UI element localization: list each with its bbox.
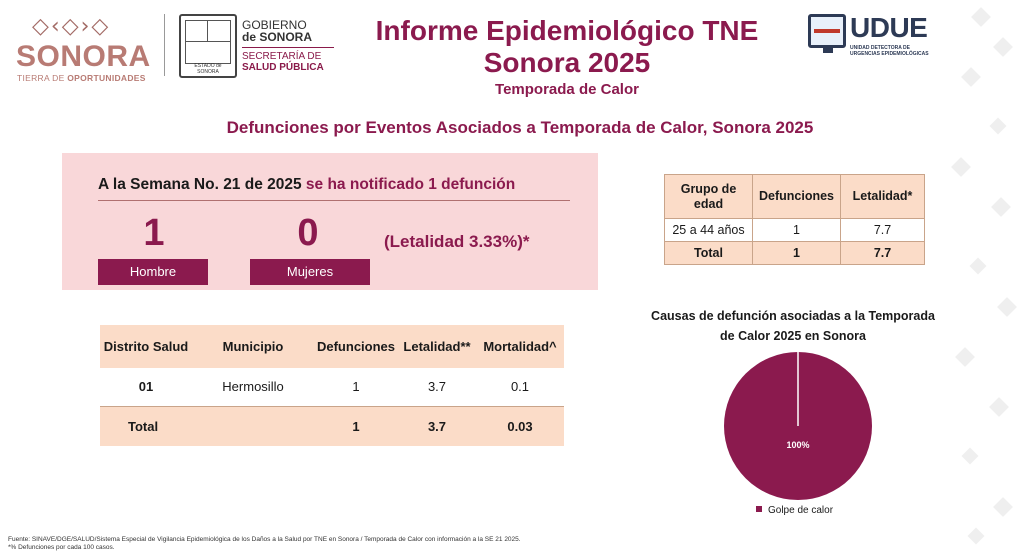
- shield-caption: ESTADO de SONORA: [194, 63, 222, 75]
- age-table-header: Grupo de edad: [664, 174, 753, 219]
- monitor-icon: [808, 14, 846, 53]
- total-deaths: 1: [314, 406, 398, 446]
- pie-legend: Golpe de calor: [756, 505, 833, 516]
- total-label: Total: [664, 241, 753, 265]
- district-cell: 01: [100, 368, 192, 407]
- total-deaths: 1: [751, 241, 842, 265]
- female-count: 0: [297, 212, 319, 254]
- sonora-logo-tagline: TIERRA DE OPORTUNIDADES: [17, 73, 146, 83]
- page-subtitle: Temporada de Calor: [495, 81, 639, 98]
- table-total-row: Total 1 7.7: [664, 241, 926, 265]
- table-row: 01 Hermosillo 1 3.7 0.1: [100, 368, 564, 407]
- district-table-header: Distrito Salud: [100, 325, 192, 368]
- lethality-cell: 3.7: [398, 368, 476, 407]
- district-table-header: Letalidad**: [398, 325, 476, 368]
- udue-logo-word: UDUE: [850, 12, 928, 43]
- legend-label: Golpe de calor: [768, 505, 834, 516]
- gov-line2: de SONORA: [242, 30, 313, 44]
- age-table-header: Letalidad*: [840, 174, 926, 219]
- total-lethality: 3.7: [398, 406, 476, 446]
- age-group-table: Grupo de edad Defunciones Letalidad* 25 …: [664, 174, 926, 265]
- decorative-pattern: [934, 0, 1024, 553]
- section-title: Defunciones por Eventos Asociados a Temp…: [226, 118, 814, 137]
- source-note: Fuente: SINAVE/DGE/SALUD/Sistema Especia…: [8, 536, 521, 552]
- male-label: Hombre: [98, 259, 208, 285]
- summary-headline: A la Semana No. 21 de 2025 se ha notific…: [98, 176, 516, 193]
- page-title-line1: Informe Epidemiológico TNE: [375, 15, 759, 46]
- letalidad-summary: (Letalidad 3.33%)*: [384, 232, 530, 251]
- sonora-logo-glyphs: ◇‹◇›◇: [32, 14, 111, 39]
- district-table-header: Municipio: [192, 325, 314, 368]
- district-table-header: Defunciones: [314, 325, 398, 368]
- source-line1: Fuente: SINAVE/DGE/SALUD/Sistema Especia…: [8, 536, 521, 543]
- udue-logo-sub1: UNIDAD DETECTORA DE: [850, 45, 911, 51]
- municipality-cell: Hermosillo: [192, 368, 314, 407]
- summary-rule: [98, 200, 570, 201]
- table-total-row: Total 1 3.7 0.03: [100, 406, 564, 446]
- table-row: 25 a 44 años 1 7.7: [664, 218, 926, 242]
- district-table: Distrito Salud Municipio Defunciones Let…: [100, 325, 564, 446]
- mortality-cell: 0.1: [476, 368, 564, 407]
- age-group-cell: 25 a 44 años: [664, 218, 753, 242]
- pie-data-label: 100%: [786, 440, 809, 450]
- sonora-logo-word: SONORA: [16, 40, 151, 73]
- udue-logo: UDUE UNIDAD DETECTORA DE URGENCIAS EPIDE…: [806, 12, 938, 58]
- deaths-cell: 1: [751, 218, 842, 242]
- page-title-line2: Sonora 2025: [483, 47, 651, 78]
- pie-chart: 100%: [724, 352, 872, 500]
- lethality-cell: 7.7: [840, 218, 926, 242]
- summary-box: A la Semana No. 21 de 2025 se ha notific…: [62, 153, 598, 290]
- female-label: Mujeres: [250, 259, 370, 285]
- deaths-cell: 1: [314, 368, 398, 407]
- header-divider: [164, 14, 165, 76]
- gov-line3: SECRETARÍA DE: [242, 51, 322, 62]
- source-line2: *% Defunciones por cada 100 casos.: [8, 544, 115, 551]
- total-label: Total: [100, 406, 192, 446]
- male-count: 1: [143, 212, 165, 254]
- legend-swatch: [756, 506, 762, 512]
- total-mortality: 0.03: [476, 406, 564, 446]
- district-table-header: Mortalidad^: [476, 325, 564, 368]
- state-shield-icon: ESTADO de SONORA: [179, 14, 237, 78]
- sonora-logo: ◇‹◇›◇ SONORA TIERRA DE OPORTUNIDADES: [14, 14, 151, 83]
- total-municipality: [192, 406, 314, 446]
- total-lethality: 7.7: [840, 241, 926, 265]
- gov-line1: GOBIERNO: [242, 18, 307, 32]
- gov-logo-text: GOBIERNO de SONORA SECRETARÍA DE SALUD P…: [242, 19, 342, 73]
- pie-chart-title: Causas de defunción asociadas a la Tempo…: [651, 309, 935, 343]
- udue-logo-sub2: URGENCIAS EPIDEMIOLÓGICAS: [850, 51, 929, 57]
- gov-line4: SALUD PÚBLICA: [242, 62, 324, 73]
- age-table-header: Defunciones: [751, 174, 842, 219]
